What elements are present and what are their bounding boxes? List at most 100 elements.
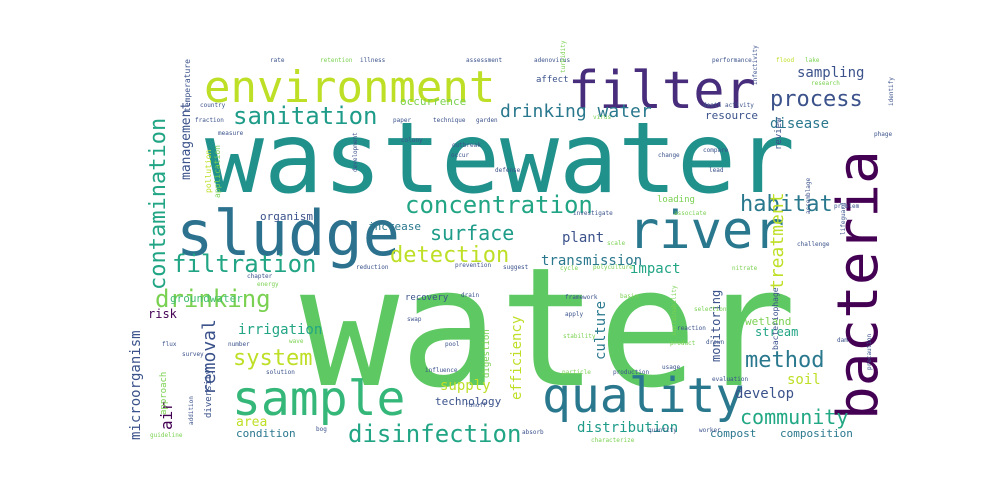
word-solution: solution (266, 369, 295, 376)
word-quantity: quantity (648, 427, 677, 434)
word-stream: stream (755, 325, 798, 339)
word-change: change (658, 152, 680, 159)
word-air: air (157, 401, 176, 430)
word-apply: apply (565, 311, 583, 318)
word-application: application (213, 145, 222, 198)
word-absorb: absorb (522, 429, 544, 436)
word-virus: virus (593, 114, 611, 121)
word-removal: removal (199, 319, 220, 395)
word-research: research (811, 80, 840, 87)
word-selection: selection (694, 306, 727, 313)
word-microorganism: microorganism (128, 330, 144, 440)
word-development: development (352, 132, 359, 172)
word-production: production (613, 369, 650, 376)
word-stability: stability (563, 333, 596, 340)
word-drinking-water: drinking water (500, 101, 652, 122)
word-retention: retention (320, 57, 353, 64)
cloud-canvas (130, 62, 905, 442)
word-flux: flux (162, 341, 177, 348)
word-energy: energy (257, 281, 279, 288)
word-sampling: sampling (797, 65, 864, 81)
word-defense: defense (495, 167, 521, 174)
word-drown: drown (706, 339, 724, 346)
word-filter: filter (568, 61, 756, 121)
word-pollution: pollution (204, 149, 213, 193)
word-garden: garden (476, 117, 498, 124)
word-lifeguard: lifeguard (840, 202, 847, 235)
word-composition: composition (780, 427, 853, 440)
word-quality: quality (542, 368, 744, 424)
word-country: country (200, 102, 226, 109)
word-treatment: treatment (767, 192, 788, 290)
word-water: water (300, 232, 797, 424)
word-survey: survey (182, 351, 204, 358)
word-detection: detection (390, 243, 509, 268)
word-organism: organism (260, 210, 313, 223)
word-assemblage: assemblage (805, 177, 812, 214)
word-sludge: sludge (176, 197, 400, 270)
word-irrigation: irrigation (238, 322, 322, 338)
word-develop: develop (735, 386, 794, 402)
word-compost: compost (710, 427, 756, 440)
word-increase: increase (368, 220, 421, 233)
word-nitrate: nitrate (732, 265, 758, 272)
word-digestion: digestion (482, 329, 492, 378)
word-community: community (740, 405, 848, 429)
word-phage: phage (874, 131, 892, 138)
word-runoff: runoff (465, 402, 487, 409)
word-reaction: reaction (677, 325, 706, 332)
word-fraction: fraction (195, 117, 224, 124)
word-sustainability: sustainability (671, 285, 678, 336)
word-cycle: cycle (560, 265, 578, 272)
word-recovery: recovery (405, 293, 449, 303)
word-investigate: investigate (573, 210, 613, 217)
word-identify: identify (888, 77, 895, 106)
word-sanitation: sanitation (233, 102, 378, 130)
word-compare: compare (703, 147, 729, 154)
word-bacteria: bacteria (826, 150, 891, 420)
word-guideline: guideline (150, 432, 183, 439)
word-environment: environment (204, 62, 495, 113)
word-prevention: prevention (455, 262, 492, 269)
word-drain: drain (461, 292, 479, 299)
word-technique: technique (433, 117, 466, 124)
word-swap: swap (407, 316, 422, 323)
word-product: product (670, 340, 696, 347)
word-bog: bog (316, 426, 327, 433)
word-addition: addition (188, 396, 195, 425)
word-affect: affect (536, 75, 569, 85)
word-transmission: transmission (541, 253, 642, 269)
word-groundwater: groundwater (170, 292, 243, 305)
word-area: area (236, 415, 267, 430)
word-process: process (770, 87, 863, 112)
word-precaution: precaution (866, 333, 873, 370)
word-scale: scale (607, 240, 625, 247)
word-temperature: temperature (183, 59, 192, 112)
word-measure: measure (218, 130, 244, 137)
word-outbreak: outbreak (452, 142, 481, 149)
word-soil: soil (787, 372, 821, 388)
word-evaluation: evaluation (712, 376, 749, 383)
word-habitat: habitat (740, 192, 833, 217)
word-resource: resource (705, 109, 758, 122)
word-reduction: reduction (356, 264, 389, 271)
word-contamination: contamination (146, 118, 171, 290)
word-concentration: concentration (405, 191, 593, 219)
word-colony: colony (401, 137, 423, 144)
word-polyculture: polyculture (593, 264, 633, 271)
word-disease: disease (770, 116, 829, 132)
word-chapter: chapter (247, 273, 273, 280)
word-dam: dam (837, 337, 848, 344)
word-diversity: diversity (204, 369, 214, 418)
word-impact: impact (630, 261, 681, 277)
word-approach: approach (159, 372, 169, 415)
word-suggest: suggest (503, 264, 529, 271)
word-condition: condition (236, 427, 296, 440)
word-disinfection: disinfection (348, 420, 521, 448)
word-distribution: distribution (577, 420, 678, 436)
word-particle: particle (562, 369, 591, 376)
word-associate: associate (674, 210, 707, 217)
word-bacteriophage: bacteriophage (771, 287, 780, 350)
word-monitoring: monitoring (709, 290, 723, 362)
